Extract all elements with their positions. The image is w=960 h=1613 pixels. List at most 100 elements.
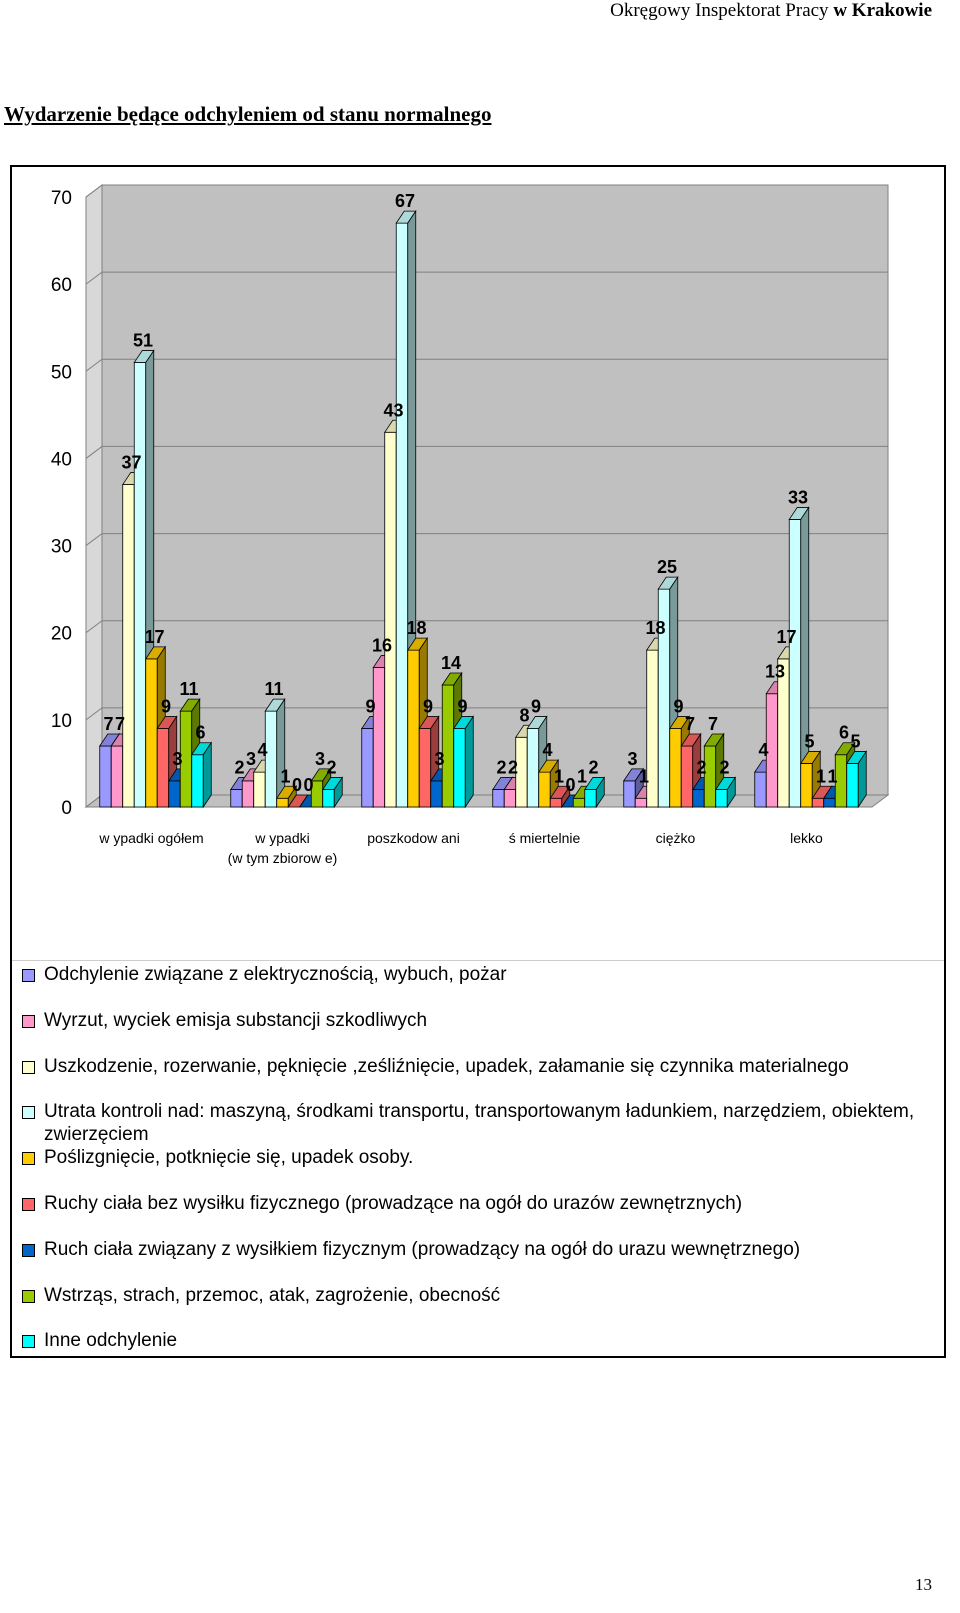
data-label: 11	[179, 679, 198, 699]
bar	[453, 715, 474, 809]
x-tick-label: ciężko	[656, 830, 696, 846]
data-label: 3	[627, 749, 637, 769]
x-tick-label: w ypadki	[254, 830, 309, 846]
data-label: 0	[565, 775, 575, 795]
bar-front	[800, 763, 813, 808]
data-label: 0	[292, 775, 302, 795]
data-label: 2	[696, 758, 706, 778]
page-number: 13	[915, 1575, 932, 1594]
data-label: 2	[588, 758, 598, 778]
bar-side	[464, 715, 474, 809]
bar-front	[788, 519, 802, 808]
bar-front	[407, 649, 420, 808]
bar-front	[715, 789, 728, 808]
bar-front	[276, 797, 289, 808]
gridline	[85, 271, 888, 285]
legend-swatch	[22, 1061, 35, 1074]
y-tick-label: 50	[51, 362, 72, 383]
data-label: 6	[195, 723, 205, 743]
data-label: 2	[508, 758, 518, 778]
y-tick-label: 40	[51, 449, 72, 470]
bar	[276, 784, 297, 809]
x-tick-label: (w tym zbiorow e)	[228, 850, 338, 866]
bar-front	[395, 222, 409, 808]
data-label: 4	[257, 740, 267, 760]
legend-swatch	[22, 1335, 35, 1348]
data-label: 3	[315, 749, 325, 769]
x-tick-label: ś miertelnie	[509, 830, 581, 846]
data-label: 1	[816, 766, 826, 786]
data-label: 2	[234, 758, 244, 778]
legend-swatch	[22, 1290, 35, 1303]
data-label: 14	[441, 653, 461, 673]
section-title: Wydarzenie będące odchyleniem od stanu n…	[4, 102, 492, 126]
bar-front	[361, 728, 374, 808]
bar-side	[333, 776, 343, 809]
gridline	[85, 707, 888, 721]
bar	[846, 750, 867, 809]
legend-label: Utrata kontroli nad: maszyną, środkami t…	[44, 1101, 915, 1145]
legend-swatch	[22, 969, 35, 982]
gridline	[85, 620, 888, 634]
legend-label: Poślizgnięcie, potknięcie się, upadek os…	[44, 1147, 414, 1168]
y-tick-label: 0	[61, 798, 72, 819]
legend-label: Odchylenie związane z elektrycznością, w…	[44, 964, 507, 985]
legend-swatch	[22, 1106, 35, 1119]
bar-front	[441, 684, 455, 808]
bar-front	[584, 789, 597, 808]
data-label: 43	[383, 400, 403, 420]
bar-front	[754, 771, 767, 808]
data-label: 2	[326, 758, 336, 778]
gridline	[85, 184, 888, 198]
bar-front	[538, 771, 551, 808]
legend-label: Ruchy ciała bez wysiłku fizycznego (prow…	[44, 1193, 743, 1214]
bar-side	[202, 741, 212, 809]
legend-swatch	[22, 1015, 35, 1028]
bar-front	[572, 797, 586, 808]
data-label: 7	[115, 714, 125, 734]
data-label: 13	[765, 662, 785, 682]
data-label: 3	[246, 749, 256, 769]
chart-legend: Odchylenie związane z elektrycznością, w…	[12, 960, 944, 1351]
bar-front	[680, 745, 694, 808]
gridline	[85, 533, 888, 546]
data-label: 7	[685, 714, 695, 734]
bar-front	[384, 431, 397, 808]
legend-swatch	[22, 1198, 35, 1211]
data-label: 17	[776, 627, 796, 647]
data-label: 2	[496, 758, 506, 778]
data-label: 9	[673, 697, 683, 717]
chart-frame: 0 10 20 30 40 50 60 70 7 7 37 51 17 9 3 11 6 2 3 4 11 1 0 0 3 2 9 1…	[10, 165, 946, 1358]
data-label: 5	[850, 731, 860, 751]
legend-label: Wstrząs, strach, przemoc, atak, zagrożen…	[44, 1285, 501, 1306]
y-tick-label: 30	[51, 537, 72, 558]
data-label: 33	[788, 487, 808, 507]
x-tick-labels: w ypadki ogółem w ypadki (w tym zbiorow e)…	[98, 830, 823, 866]
bar-front	[492, 789, 505, 808]
bar	[715, 776, 736, 809]
bar	[191, 741, 212, 809]
bar	[322, 776, 343, 809]
page-header: Okręgowy Inspektorat Pracy w Krakowie	[610, 0, 932, 22]
bar-front	[168, 780, 181, 808]
data-label: 6	[839, 723, 849, 743]
x-tick-label: poszkodow ani	[367, 830, 460, 846]
data-label: 1	[280, 766, 290, 786]
bars	[99, 209, 867, 809]
bar-side	[595, 776, 605, 809]
bar-front	[811, 797, 825, 808]
bar-front	[623, 780, 636, 808]
bar-front	[549, 797, 563, 808]
data-label: 9	[531, 697, 541, 717]
bar-front	[156, 728, 170, 808]
data-label: 25	[657, 557, 677, 577]
gridline	[85, 358, 888, 372]
legend-label: Ruch ciała związany z wysiłkiem fizyczny…	[44, 1239, 801, 1260]
bar-front	[453, 728, 466, 808]
bar-front	[846, 763, 859, 808]
data-label: 1	[577, 766, 587, 786]
bar	[800, 750, 821, 809]
legend-swatch	[22, 1244, 35, 1257]
